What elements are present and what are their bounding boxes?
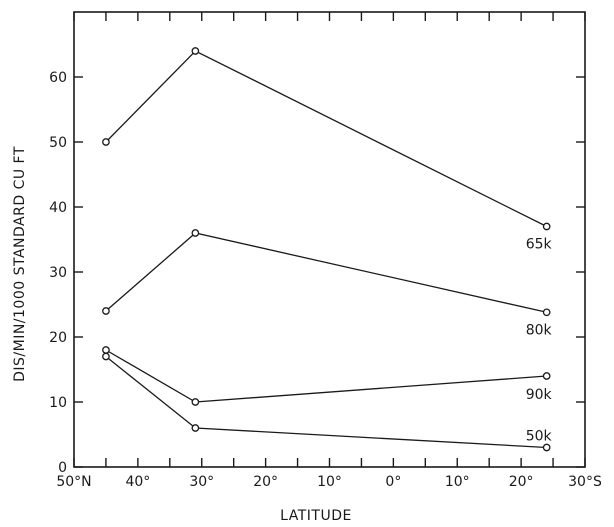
- x-tick-label: 10°: [445, 474, 470, 490]
- y-tick-label: 40: [49, 200, 67, 216]
- x-tick-label: 50°N: [56, 474, 91, 490]
- data-point: [191, 398, 200, 406]
- x-tick-label: 30°: [189, 474, 214, 490]
- series-line: [105, 355, 547, 449]
- data-point: [542, 222, 551, 231]
- y-tick-label: 20: [49, 330, 67, 346]
- y-tick-label: 30: [49, 265, 67, 281]
- data-point: [102, 307, 110, 315]
- data-point: [191, 229, 200, 237]
- series-50k: 50k: [102, 352, 553, 452]
- x-tick-label: 10°: [317, 474, 342, 490]
- x-axis-title: LATITUDE: [280, 508, 352, 524]
- data-point: [102, 352, 110, 361]
- x-tick-label: 0°: [385, 474, 401, 490]
- series-line: [105, 232, 547, 313]
- data-point: [102, 346, 110, 354]
- series-line: [105, 349, 547, 403]
- data-point: [542, 443, 551, 452]
- data-point: [191, 47, 200, 55]
- x-tick-label: 30°S: [568, 474, 602, 490]
- y-tick-label: 60: [49, 70, 67, 86]
- series-lines: 65k 80k 90k 50k: [102, 47, 553, 452]
- data-point: [191, 424, 200, 432]
- series-65k: 65k: [102, 47, 553, 253]
- data-point: [102, 138, 110, 146]
- y-tick-label: 10: [49, 395, 67, 411]
- axis-labels: DIS/MIN/1000 STANDARD CU FT LATITUDE: [12, 146, 352, 524]
- x-tick-label: 20°: [509, 474, 534, 490]
- y-tick-label: 0: [58, 460, 67, 476]
- series-80k: 80k: [102, 229, 553, 338]
- x-tick-label: 20°: [253, 474, 278, 490]
- series-label: 80k: [526, 322, 553, 338]
- y-tick-label: 50: [49, 135, 67, 151]
- series-line: [105, 50, 547, 228]
- data-point: [542, 308, 551, 317]
- series-label: 65k: [526, 237, 553, 253]
- x-tick-label: 40°: [125, 474, 150, 490]
- y-axis-title: DIS/MIN/1000 STANDARD CU FT: [12, 146, 28, 382]
- series-90k: 90k: [102, 346, 553, 406]
- axes: 50°N 40° 30° 20° 10° 0° 10° 20° 30°S 0 10 20 30 40 50 6…: [49, 11, 602, 490]
- series-label: 50k: [526, 429, 553, 445]
- data-point: [542, 372, 551, 380]
- plot-frame: [73, 11, 586, 468]
- series-label: 90k: [526, 387, 553, 403]
